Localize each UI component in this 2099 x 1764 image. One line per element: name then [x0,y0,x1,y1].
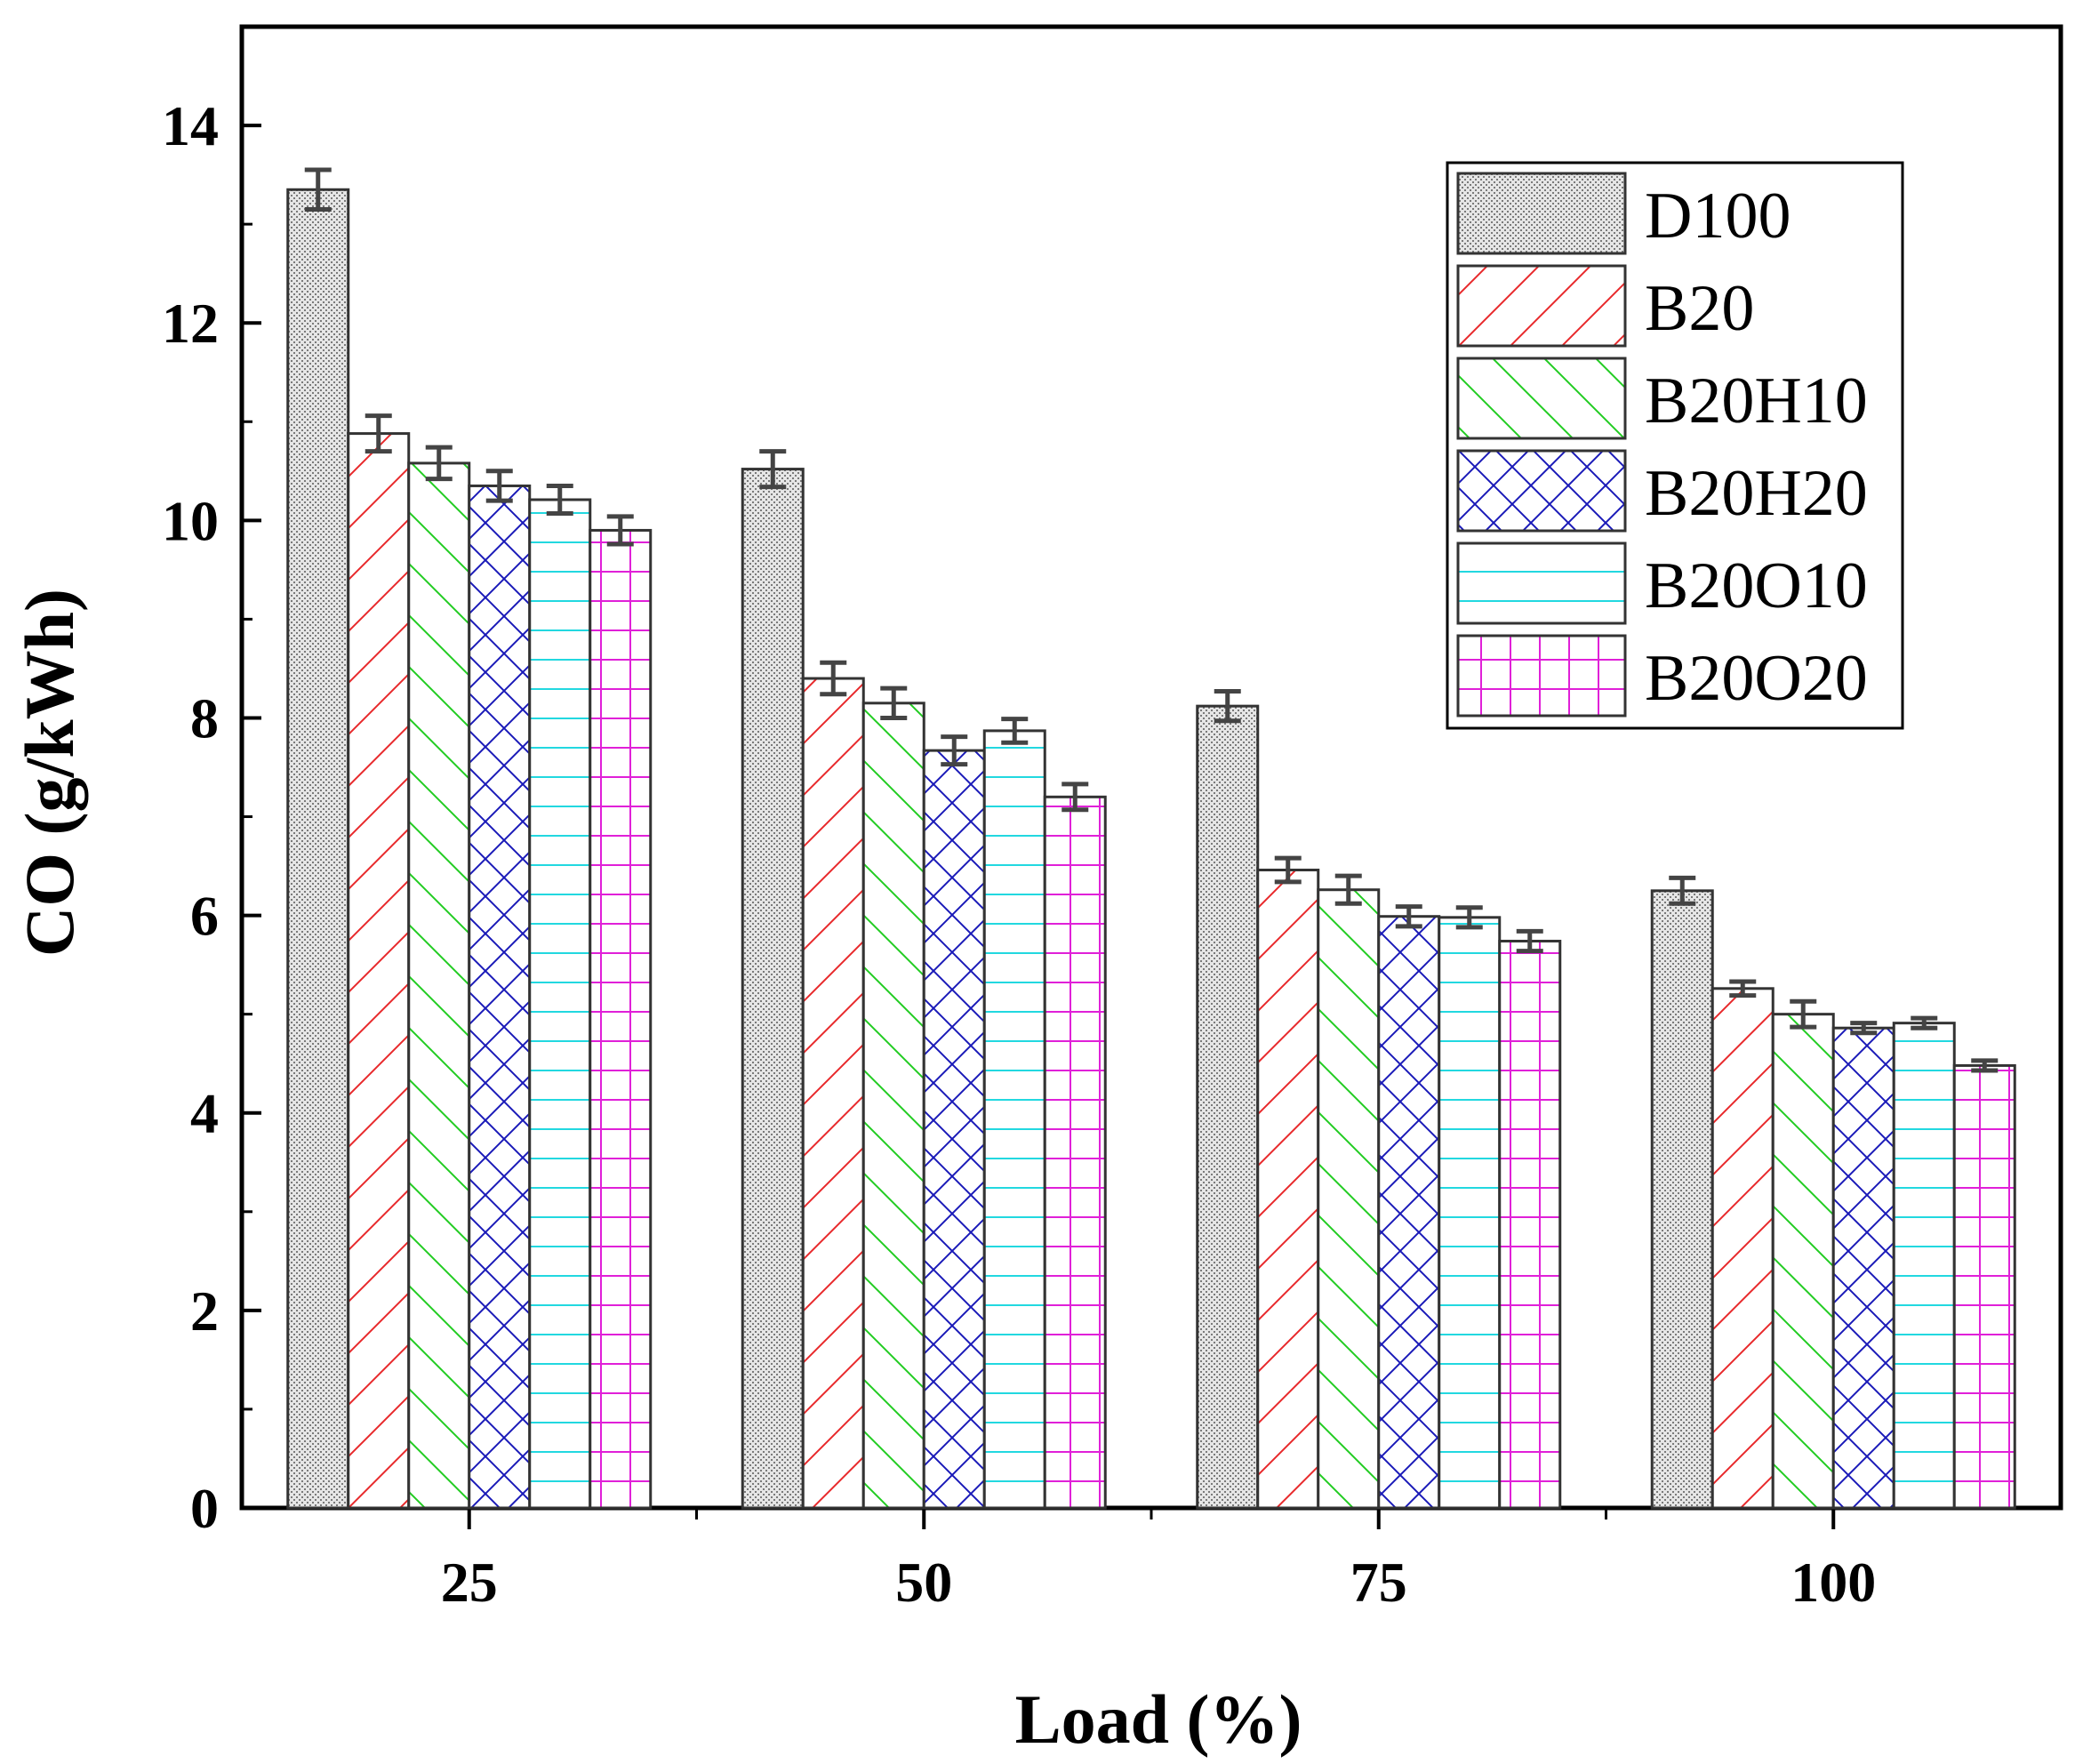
legend-swatch-b20 [1456,264,1627,348]
error-bar-b20o10-25 [546,483,573,517]
bar-b20h20-100 [1831,1026,1895,1510]
bar-b20o10-100 [1892,1022,1956,1510]
y-tick-label: 4 [190,1082,219,1145]
bar-b20-25 [347,432,411,1510]
y-tick-label: 8 [190,686,219,750]
legend-swatch-b20h10 [1456,357,1627,440]
legend-swatch-b20o10 [1456,541,1627,625]
bar-b20-75 [1256,869,1320,1510]
error-bar-d100-75 [1214,688,1241,724]
legend: D100 B20 B20H10 B20H20 B20O10 B20O20 [1446,161,1904,730]
y-axis-title: CO (g/kWh) [11,589,88,957]
x-axis-title: Load (%) [1015,1680,1302,1758]
legend-label-b20o20: B20O20 [1645,642,1868,715]
x-tick-label: 100 [1791,1551,1876,1614]
error-bar-b20h10-25 [425,445,453,482]
x-axis: 25 50 75 100 [441,1508,1876,1614]
error-bar-d100-25 [304,167,332,212]
bar-b20o10-75 [1438,916,1502,1510]
x-tick-label: 50 [895,1551,952,1614]
bar-b20o10-50 [982,729,1046,1510]
error-bar-b20o20-75 [1516,928,1543,954]
y-tick-label: 12 [162,292,219,355]
bar-d100-50 [741,468,805,1510]
error-bar-b20o20-25 [606,514,634,547]
bar-b20-100 [1710,987,1775,1510]
bar-b20o20-100 [1952,1063,2016,1510]
y-tick-label: 2 [190,1279,219,1343]
bar-b20h20-50 [922,749,986,1510]
bar-d100-25 [286,188,350,1510]
y-tick-label: 14 [162,94,219,157]
error-bar-b20h20-50 [941,734,968,767]
y-tick-label: 0 [190,1477,219,1540]
legend-box [1446,161,1904,730]
error-bar-b20h20-25 [485,469,513,503]
error-bar-d100-50 [759,449,787,490]
error-bar-b20o10-100 [1911,1015,1938,1030]
legend-label-b20: B20 [1645,272,1754,345]
error-bar-b20o10-50 [1001,717,1029,745]
error-bars [304,167,1999,1073]
bar-b20h20-25 [468,484,532,1510]
error-bar-b20-100 [1729,979,1757,998]
error-bar-b20h10-100 [1790,998,1817,1030]
error-bar-d100-100 [1669,875,1696,906]
error-bar-b20h20-75 [1395,904,1422,929]
legend-swatch-d100 [1456,172,1627,255]
bars [286,188,2016,1510]
bar-b20o20-25 [589,528,653,1510]
x-tick-label: 75 [1350,1551,1407,1614]
bar-b20o20-75 [1498,939,1562,1510]
error-bar-b20h20-100 [1850,1021,1878,1036]
error-bar-b20o10-75 [1455,905,1483,930]
bar-d100-75 [1196,704,1260,1510]
error-bar-b20o20-100 [1971,1058,1999,1073]
bar-d100-100 [1650,889,1714,1510]
error-bar-b20h10-50 [880,686,908,720]
legend-label-b20h20: B20H20 [1645,457,1868,530]
y-tick-label: 6 [190,885,219,948]
bar-b20-50 [801,677,865,1510]
legend-swatch-b20h20 [1456,449,1627,533]
error-bar-b20-50 [820,660,847,697]
bar-b20h10-75 [1317,888,1381,1510]
legend-swatch-b20o20 [1456,634,1627,718]
bar-b20h10-50 [861,702,925,1510]
bar-b20h10-100 [1771,1013,1835,1510]
error-bar-b20-75 [1274,855,1302,885]
y-tick-label: 10 [162,489,219,552]
legend-label-d100: D100 [1645,180,1791,253]
bar-b20h20-75 [1377,915,1441,1510]
y-axis: 0 2 4 6 8 10 12 14 [162,25,261,1540]
bar-b20o20-50 [1043,795,1107,1510]
error-bar-b20o20-50 [1062,782,1089,813]
error-bar-b20h10-75 [1334,873,1362,906]
legend-label-b20o10: B20O10 [1645,549,1868,622]
bar-b20o10-25 [528,498,592,1510]
legend-label-b20h10: B20H10 [1645,365,1868,437]
x-tick-label: 25 [441,1551,498,1614]
error-bar-b20-25 [365,413,392,454]
bar-b20h10-25 [407,461,471,1510]
